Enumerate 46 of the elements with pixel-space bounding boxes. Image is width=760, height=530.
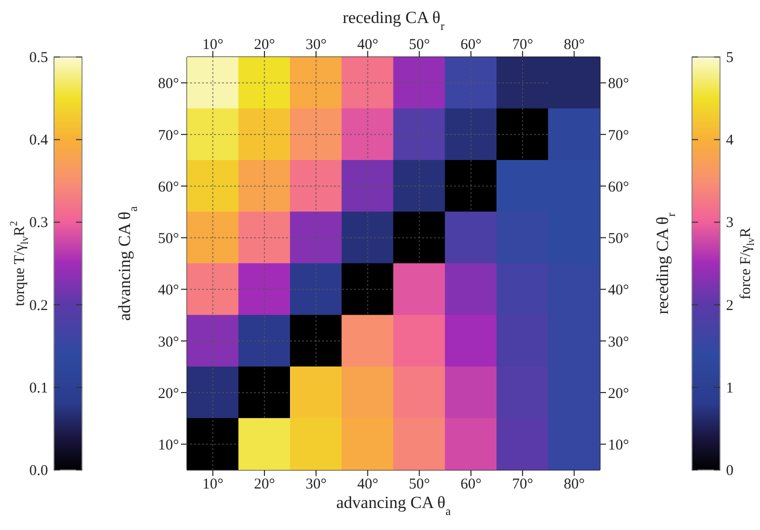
- x-tick-label: 30°: [306, 476, 327, 493]
- x-tick-label: 70°: [512, 476, 534, 493]
- color-bar-label: 0.1: [29, 380, 48, 396]
- x-tick-label: 50°: [408, 37, 430, 53]
- x-tick-label: 20°: [254, 37, 275, 53]
- y-tick-label: 30°: [158, 334, 179, 350]
- y-tick-label: 30°: [608, 334, 629, 350]
- y-tick-label: 10°: [608, 438, 629, 454]
- x-axis-title: advancing CA θ$_{a}$: [336, 493, 452, 518]
- x-tick-label: 80°: [564, 476, 585, 493]
- color-bar-label: 0.0: [29, 463, 48, 479]
- color-bar-label: 3: [726, 215, 734, 232]
- color-bar-label: 0: [726, 463, 734, 479]
- y-tick-label: 60°: [608, 179, 629, 196]
- color-bar-label: 0.5: [29, 50, 48, 66]
- y-tick-label: 80°: [608, 76, 629, 92]
- y-tick-label: 10°: [158, 438, 179, 454]
- y-tick-label: 20°: [158, 386, 179, 402]
- color-bar-label: 1: [726, 380, 734, 396]
- y-tick-label: 40°: [608, 282, 629, 299]
- color-bar-label: 0.4: [29, 132, 48, 149]
- x-tick-label: 30°: [306, 37, 327, 53]
- x-tick-label: 40°: [357, 37, 378, 53]
- color-bar-label: 0.3: [29, 215, 48, 232]
- y-tick-label: 70°: [158, 128, 179, 144]
- x-tick-label: 10°: [202, 476, 224, 493]
- x-tick-label: 70°: [512, 37, 534, 53]
- y-tick-label: 60°: [158, 179, 179, 196]
- x-tick-label: 10°: [202, 37, 224, 53]
- y-tick-label: 80°: [158, 76, 179, 92]
- y-tick-label: 70°: [608, 128, 629, 144]
- color-bar-label: 4: [726, 132, 734, 149]
- x-tick-label: 20°: [254, 476, 275, 493]
- y-tick-label: 40°: [158, 282, 179, 299]
- x2-axis-title: receding CA θ$_{r}$: [342, 8, 444, 33]
- color-bar-label: 2: [726, 298, 734, 314]
- x-tick-label: 40°: [357, 476, 378, 493]
- color-bar-label: 0.2: [29, 298, 48, 314]
- y-tick-label: 50°: [158, 231, 179, 248]
- color-bar-label: 5: [726, 50, 734, 66]
- x-tick-label: 80°: [564, 37, 585, 53]
- x-tick-label: 60°: [460, 37, 482, 53]
- x-tick-label: 60°: [460, 476, 482, 493]
- y-tick-label: 50°: [608, 231, 629, 248]
- x-tick-label: 50°: [408, 476, 430, 493]
- y-tick-label: 20°: [608, 386, 629, 402]
